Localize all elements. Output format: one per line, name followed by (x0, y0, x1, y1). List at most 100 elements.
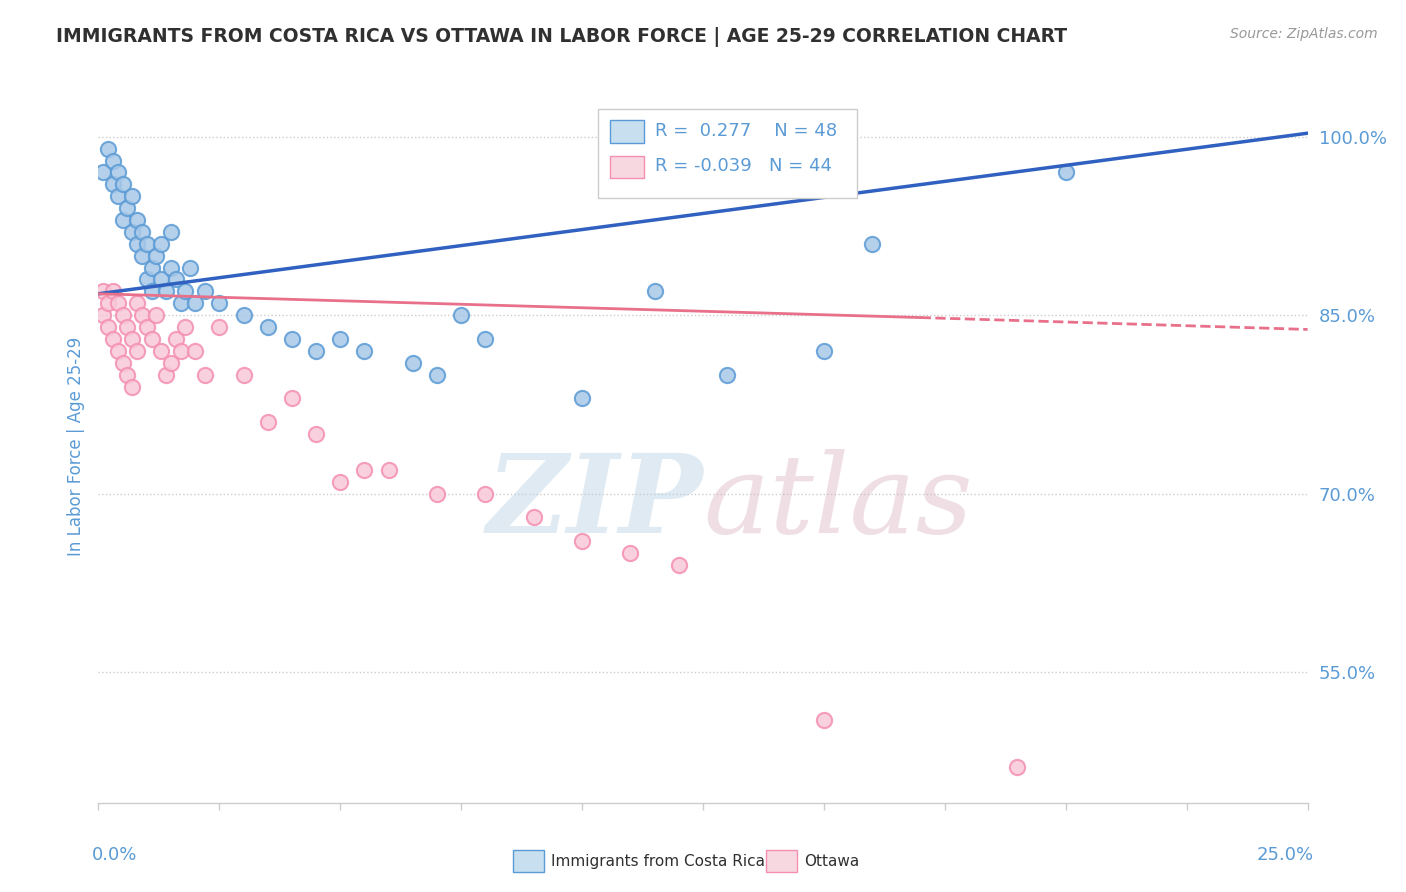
Point (101, 153, 124, 168)
Text: Ottawa: Ottawa (804, 855, 859, 869)
Point (141, 260, 163, 275)
Text: atlas: atlas (703, 450, 973, 557)
Point (474, 486, 496, 500)
Point (716, 368, 738, 382)
Point (165, 332, 187, 346)
Y-axis label: In Labor Force | Age 25-29: In Labor Force | Age 25-29 (66, 336, 84, 556)
Point (121, 225, 143, 239)
Point (232, 308, 254, 322)
Point (174, 285, 197, 299)
Point (160, 356, 183, 370)
Point (117, 201, 139, 215)
Point (107, 165, 129, 179)
Point (117, 320, 139, 334)
Point (450, 308, 472, 322)
Point (117, 368, 139, 382)
Point (169, 343, 191, 358)
Point (131, 249, 153, 263)
Point (141, 332, 163, 346)
Point (145, 308, 167, 322)
Point (127, 296, 149, 310)
Point (127, 213, 149, 227)
Text: ZIP: ZIP (486, 450, 703, 557)
Point (281, 332, 304, 346)
Text: R = -0.039   N = 44: R = -0.039 N = 44 (655, 157, 831, 175)
Point (131, 225, 153, 239)
Text: 25.0%: 25.0% (1257, 846, 1313, 863)
Point (111, 178, 134, 192)
Point (813, 343, 835, 358)
Point (141, 285, 163, 299)
Point (101, 332, 124, 346)
Point (426, 486, 449, 500)
Point (91, 285, 114, 299)
Point (121, 379, 143, 393)
Point (101, 285, 124, 299)
Point (208, 320, 231, 334)
Text: R =  0.277    N = 48: R = 0.277 N = 48 (655, 121, 837, 139)
Point (256, 320, 278, 334)
FancyBboxPatch shape (610, 155, 644, 178)
Point (353, 343, 375, 358)
Point (377, 463, 399, 477)
Point (121, 189, 143, 203)
Point (644, 285, 666, 299)
Point (329, 332, 352, 346)
Point (329, 475, 352, 489)
Point (860, 236, 883, 251)
Point (121, 332, 143, 346)
Point (97, 320, 120, 334)
Point (571, 392, 593, 406)
Point (91, 308, 114, 322)
Point (194, 368, 217, 382)
Point (127, 343, 149, 358)
Point (256, 415, 278, 429)
Point (1007, 760, 1029, 774)
Point (169, 296, 191, 310)
Point (91, 165, 114, 179)
Point (127, 236, 149, 251)
Point (813, 713, 835, 727)
Point (155, 368, 177, 382)
Point (523, 510, 546, 524)
Point (474, 332, 496, 346)
Point (305, 343, 328, 358)
Point (160, 225, 183, 239)
Text: Source: ZipAtlas.com: Source: ZipAtlas.com (1230, 27, 1378, 41)
Point (97, 142, 120, 156)
Point (184, 296, 207, 310)
Point (135, 236, 157, 251)
Point (135, 320, 157, 334)
Point (150, 343, 173, 358)
Point (179, 260, 201, 275)
Point (111, 213, 134, 227)
Point (194, 285, 217, 299)
Point (402, 356, 425, 370)
Point (145, 249, 167, 263)
FancyBboxPatch shape (610, 120, 644, 143)
Point (107, 343, 129, 358)
Text: 0.0%: 0.0% (93, 846, 138, 863)
Point (135, 272, 157, 286)
FancyBboxPatch shape (598, 109, 856, 198)
Point (232, 368, 254, 382)
Point (426, 368, 449, 382)
Text: IMMIGRANTS FROM COSTA RICA VS OTTAWA IN LABOR FORCE | AGE 25-29 CORRELATION CHAR: IMMIGRANTS FROM COSTA RICA VS OTTAWA IN … (56, 27, 1067, 46)
Point (619, 546, 641, 560)
Point (155, 285, 177, 299)
Point (305, 427, 328, 442)
Point (184, 343, 207, 358)
Point (160, 260, 183, 275)
Point (571, 534, 593, 549)
Point (668, 558, 690, 572)
Point (281, 392, 304, 406)
Point (165, 272, 187, 286)
Point (101, 178, 124, 192)
Point (1054, 165, 1077, 179)
Point (111, 356, 134, 370)
Point (131, 308, 153, 322)
Point (107, 189, 129, 203)
Point (107, 296, 129, 310)
Point (174, 320, 197, 334)
Point (150, 236, 173, 251)
